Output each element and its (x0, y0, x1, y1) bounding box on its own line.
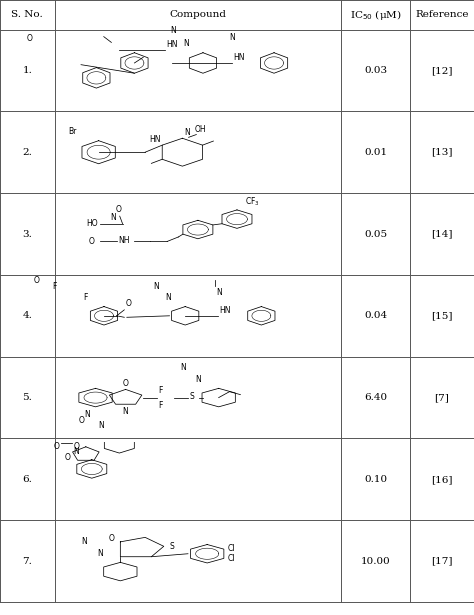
Text: O: O (89, 237, 95, 246)
Text: F: F (158, 386, 163, 395)
Text: O: O (64, 453, 71, 462)
Text: N: N (183, 39, 189, 49)
Text: O: O (73, 442, 79, 451)
Text: 5.: 5. (22, 393, 32, 402)
Text: F: F (83, 293, 87, 302)
Text: N: N (82, 538, 87, 546)
Text: OH: OH (195, 125, 206, 133)
Text: IC$_{50}$ (μM): IC$_{50}$ (μM) (350, 8, 401, 22)
Text: 0.05: 0.05 (364, 229, 387, 239)
Text: [7]: [7] (435, 393, 449, 402)
Text: N: N (98, 421, 104, 430)
Text: N: N (195, 375, 201, 384)
Text: Cl: Cl (228, 555, 236, 563)
Text: N: N (166, 293, 172, 303)
Text: N: N (110, 213, 116, 222)
Text: 7.: 7. (22, 557, 32, 566)
Text: NH: NH (118, 236, 130, 245)
Text: N: N (97, 549, 103, 558)
Text: 0.01: 0.01 (364, 148, 387, 157)
Text: HN: HN (166, 40, 178, 49)
Text: 6.40: 6.40 (364, 393, 387, 402)
Text: HN: HN (149, 135, 161, 144)
Text: O: O (108, 534, 114, 544)
Text: [13]: [13] (431, 148, 453, 157)
Text: S: S (189, 392, 194, 402)
Text: 2.: 2. (22, 148, 32, 157)
Text: [14]: [14] (431, 229, 453, 239)
Text: 1.: 1. (22, 66, 32, 75)
Text: O: O (126, 300, 131, 308)
Text: N: N (153, 282, 159, 291)
Text: Compound: Compound (169, 10, 227, 19)
Text: O: O (79, 416, 84, 425)
Text: O: O (33, 276, 39, 285)
Text: 3.: 3. (22, 229, 32, 239)
Text: HN: HN (219, 306, 231, 315)
Text: Br: Br (68, 127, 77, 135)
Text: N: N (123, 407, 128, 416)
Text: O: O (123, 379, 128, 388)
Text: N: N (171, 26, 176, 35)
Text: O: O (54, 442, 60, 451)
Text: HO: HO (86, 219, 97, 228)
Text: N: N (73, 447, 79, 456)
Text: 10.00: 10.00 (361, 557, 391, 566)
Text: Cl: Cl (228, 544, 236, 553)
Text: [15]: [15] (431, 311, 453, 320)
Text: N: N (84, 410, 90, 419)
Text: HN: HN (233, 53, 245, 62)
Text: [12]: [12] (431, 66, 453, 75)
Text: 0.10: 0.10 (364, 475, 387, 484)
Text: N: N (184, 128, 190, 137)
Text: N: N (180, 363, 186, 373)
Text: [17]: [17] (431, 557, 453, 566)
Text: N: N (229, 33, 235, 42)
Text: N: N (217, 288, 222, 296)
Text: O: O (27, 34, 33, 43)
Text: F: F (52, 282, 57, 291)
Text: S. No.: S. No. (11, 10, 43, 19)
Text: 0.04: 0.04 (364, 311, 387, 320)
Text: 4.: 4. (22, 311, 32, 320)
Text: 6.: 6. (22, 475, 32, 484)
Text: CF$_3$: CF$_3$ (246, 195, 260, 208)
Text: Reference: Reference (415, 10, 469, 19)
Text: S: S (170, 542, 175, 551)
Text: 0.03: 0.03 (364, 66, 387, 75)
Text: O: O (115, 205, 121, 214)
Text: [16]: [16] (431, 475, 453, 484)
Text: F: F (158, 402, 163, 410)
